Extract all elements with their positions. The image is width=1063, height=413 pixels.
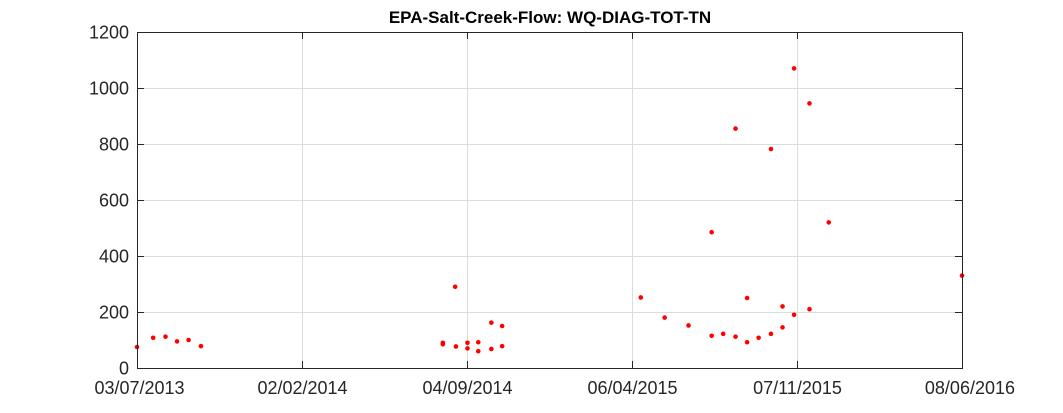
data-point: [709, 333, 714, 339]
y-tick-label: 0: [119, 359, 129, 379]
tick-layer: 0 200 400 600 800 1000 1200 03/07/2013 02/02/201…: [89, 23, 1015, 399]
x-tick-label: 08/06/2016: [925, 378, 1015, 398]
y-tick-label: 600: [99, 191, 129, 211]
data-point: [756, 335, 761, 341]
data-point: [174, 339, 180, 344]
data-point: [791, 66, 797, 71]
x-tick-label: 02/02/2014: [257, 378, 347, 398]
data-point: [720, 331, 726, 337]
data-point: [465, 340, 470, 346]
data-point: [780, 325, 785, 330]
data-point: [686, 323, 691, 328]
grid-layer: [137, 32, 962, 368]
data-point: [733, 126, 738, 131]
data-point: [744, 295, 750, 301]
data-point: [768, 331, 774, 337]
data-point: [475, 348, 481, 354]
x-tick-label: 03/07/2013: [94, 378, 184, 398]
y-tick-label: 1200: [89, 23, 129, 43]
data-point: [499, 323, 505, 329]
data-point: [489, 320, 494, 325]
y-tick-label: 800: [99, 135, 129, 155]
data-point: [826, 220, 832, 225]
data-point: [440, 340, 446, 346]
data-point: [807, 101, 812, 106]
data-point: [465, 346, 470, 351]
data-point: [780, 304, 785, 309]
data-point: [744, 339, 750, 345]
y-tick-label: 400: [99, 247, 129, 267]
data-point: [150, 335, 156, 341]
data-point: [638, 295, 644, 300]
x-tick-label: 06/04/2015: [587, 378, 677, 398]
y-tick-label: 1000: [89, 79, 129, 99]
data-point: [163, 334, 168, 339]
y-tick-label: 200: [99, 303, 129, 323]
data-point: [768, 146, 774, 152]
data-point: [807, 306, 812, 312]
data-point: [452, 284, 458, 290]
data-point: [475, 339, 481, 345]
chart-title: EPA-Salt-Creek-Flow: WQ-DIAG-TOT-TN: [389, 8, 711, 27]
data-point: [733, 334, 738, 339]
data-point: [198, 343, 204, 349]
x-tick-label: 04/09/2014: [422, 378, 512, 398]
data-point: [453, 344, 459, 349]
x-tick-label: 07/11/2015: [753, 378, 842, 398]
data-points: [134, 66, 965, 354]
data-point: [709, 229, 714, 235]
data-point: [489, 346, 494, 352]
data-point: [499, 343, 505, 349]
data-point: [662, 315, 667, 320]
data-point: [791, 312, 797, 318]
data-point: [186, 337, 191, 343]
